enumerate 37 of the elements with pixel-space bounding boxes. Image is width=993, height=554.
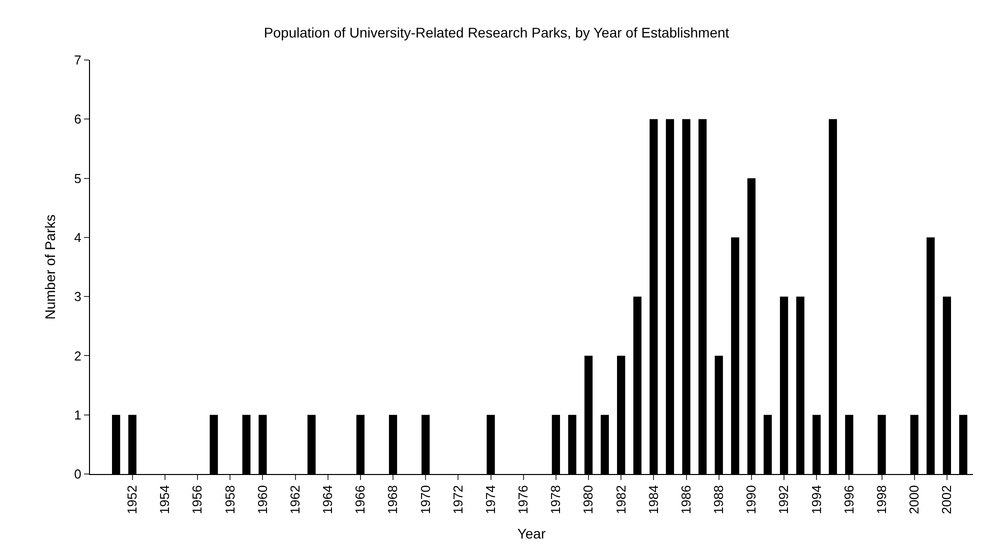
x-tick-label: 1976 xyxy=(516,485,531,514)
x-tick-label: 1984 xyxy=(646,485,661,514)
x-tick-label: 1968 xyxy=(385,485,400,514)
x-tick-label: 1952 xyxy=(124,485,140,514)
y-tick-label: 5 xyxy=(74,170,82,186)
y-tick-label: 3 xyxy=(74,289,82,304)
y-tick-label: 4 xyxy=(74,230,82,245)
y-tick-label: 1 xyxy=(74,407,82,422)
x-tick-label: 1954 xyxy=(157,485,172,514)
y-tick-label: 6 xyxy=(74,112,82,127)
x-tick-label: 2002 xyxy=(939,485,954,514)
x-tick-label: 1980 xyxy=(580,485,596,514)
x-tick-label: 1998 xyxy=(874,485,889,514)
x-tick-label: 1964 xyxy=(320,485,336,514)
x-tick-label: 2000 xyxy=(906,485,922,514)
y-tick-label: 2 xyxy=(74,348,82,364)
y-tick-label: 0 xyxy=(74,466,82,482)
x-tick-label: 1970 xyxy=(418,485,433,514)
x-tick-label: 1996 xyxy=(841,485,856,514)
x-tick-label: 1958 xyxy=(222,485,238,514)
x-tick-label: 1990 xyxy=(744,485,759,514)
x-tick-label: 1982 xyxy=(613,485,628,514)
x-tick-label: 1966 xyxy=(352,485,368,514)
x-tick-label: 1972 xyxy=(450,485,466,514)
x-tick-label: 1986 xyxy=(678,485,694,514)
x-axis-title: Year xyxy=(517,525,546,542)
y-axis-title: Number of Parks xyxy=(42,214,58,320)
y-tick-label: 7 xyxy=(74,52,82,68)
x-tick-label: 1978 xyxy=(548,485,564,514)
x-tick-label: 1960 xyxy=(254,485,270,514)
x-tick-label: 1992 xyxy=(776,485,792,514)
x-tick-label: 1994 xyxy=(808,485,824,514)
x-tick-label: 1988 xyxy=(711,485,726,514)
x-tick-label: 1962 xyxy=(287,485,302,514)
x-tick-label: 1956 xyxy=(190,485,205,514)
x-tick-label: 1974 xyxy=(482,485,498,514)
chart-title: Population of University-Related Research Parks, by Year of Establishment xyxy=(264,24,730,40)
